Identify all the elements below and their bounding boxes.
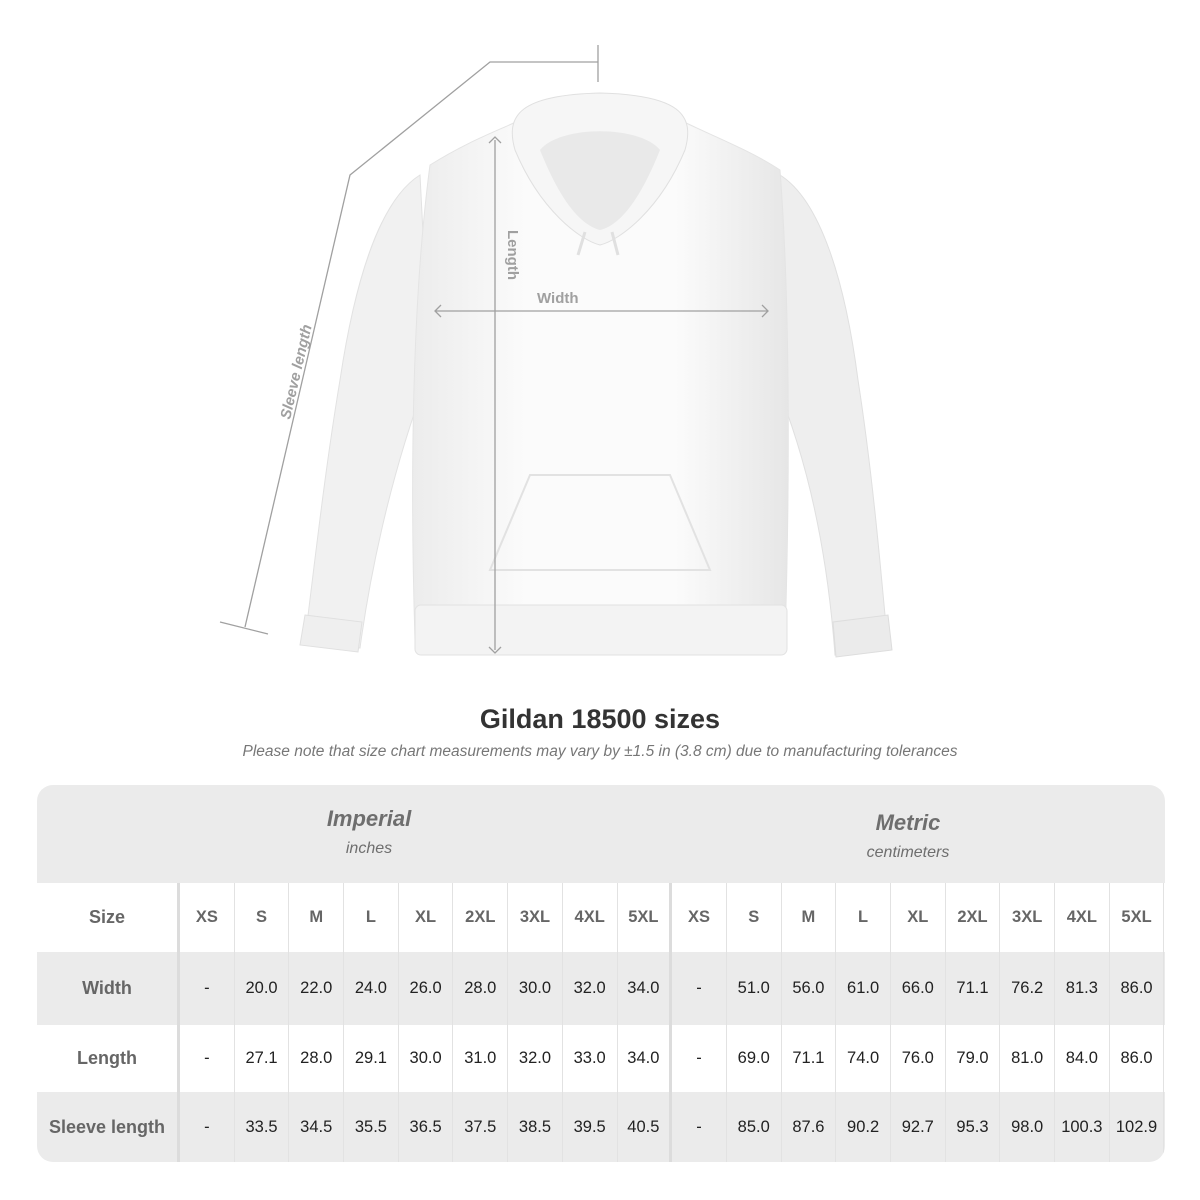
value-cell-imperial: 31.0	[453, 1025, 509, 1092]
value-cell-metric: 76.2	[1000, 952, 1055, 1025]
table-row: Width -20.0 22.0 24.0 26.0 28.0 30.0 32.0 34.0-5…	[37, 952, 1165, 1025]
value-cell-metric: 84.0	[1055, 1025, 1110, 1092]
value-cell-imperial: 28.0	[289, 1025, 345, 1092]
size-table: Imperial inches Metric centimeters Size X…	[37, 785, 1165, 1162]
value-cell-metric: 95.3	[946, 1092, 1001, 1162]
metric-unit: centimeters	[866, 844, 950, 861]
value-cell-imperial: 32.0	[563, 952, 618, 1025]
table-row: Length -27.1 28.0 29.1 30.0 31.0 32.0 33.0 34.0-…	[37, 1025, 1165, 1092]
size-header-metric: 4XL	[1055, 883, 1110, 952]
size-header-row: Size XS S M L XL 2XL 3XL 4XL 5XL XS S M L XL 2XL 3XL 4XL 5…	[37, 883, 1165, 952]
value-cell-metric: 61.0	[836, 952, 891, 1025]
row-label: Length	[37, 1025, 180, 1092]
value-cell-imperial: 35.5	[344, 1092, 399, 1162]
size-header-metric: S	[727, 883, 782, 952]
value-cell-imperial: 40.5	[618, 1092, 673, 1162]
size-header-metric: 2XL	[946, 883, 1001, 952]
value-cell-metric: 66.0	[891, 952, 946, 1025]
size-header-imperial: 4XL	[563, 883, 618, 952]
row-label: Width	[37, 952, 180, 1025]
value-cell-metric: 86.0	[1110, 1025, 1165, 1092]
value-cell-imperial: 37.5	[453, 1092, 509, 1162]
metric-name: Metric	[875, 810, 941, 835]
value-cell-imperial: 36.5	[399, 1092, 454, 1162]
value-cell-metric: 81.0	[1000, 1025, 1055, 1092]
sleeve-length-label: Sleeve length	[277, 323, 315, 421]
size-header-imperial: 5XL	[618, 883, 673, 952]
size-header-imperial: 2XL	[453, 883, 509, 952]
length-label: Length	[504, 230, 521, 280]
value-cell-imperial: 38.5	[508, 1092, 563, 1162]
value-cell-metric: 92.7	[891, 1092, 946, 1162]
value-cell-imperial: -	[180, 952, 235, 1025]
value-cell-imperial: 34.0	[618, 952, 673, 1025]
value-cell-metric: -	[672, 1092, 727, 1162]
value-cell-imperial: 34.5	[289, 1092, 345, 1162]
value-cell-metric: 81.3	[1055, 952, 1110, 1025]
table-header-band	[37, 785, 1165, 883]
value-cell-imperial: 32.0	[508, 1025, 563, 1092]
value-cell-metric: 86.0	[1110, 952, 1165, 1025]
value-cell-imperial: 30.0	[508, 952, 563, 1025]
value-cell-imperial: 39.5	[563, 1092, 618, 1162]
imperial-heading: Imperial inches	[269, 806, 469, 858]
value-cell-metric: 102.9	[1110, 1092, 1165, 1162]
value-cell-metric: 100.3	[1055, 1092, 1110, 1162]
hoodie-image	[299, 92, 893, 658]
size-header-metric: 3XL	[1000, 883, 1055, 952]
value-cell-metric: 56.0	[782, 952, 837, 1025]
value-cell-metric: 79.0	[946, 1025, 1001, 1092]
value-cell-imperial: 28.0	[453, 952, 509, 1025]
row-label: Sleeve length	[37, 1092, 180, 1162]
value-cell-metric: 87.6	[782, 1092, 837, 1162]
tolerance-note: Please note that size chart measurements…	[242, 743, 958, 760]
value-cell-imperial: 24.0	[344, 952, 399, 1025]
size-header-metric: XL	[891, 883, 946, 952]
size-header-imperial: L	[344, 883, 399, 952]
value-cell-metric: 76.0	[891, 1025, 946, 1092]
size-header-metric: L	[836, 883, 891, 952]
value-cell-metric: -	[672, 952, 727, 1025]
value-cell-metric: 90.2	[836, 1092, 891, 1162]
value-cell-imperial: 33.0	[563, 1025, 618, 1092]
size-header-imperial: M	[289, 883, 345, 952]
value-cell-imperial: -	[180, 1092, 235, 1162]
value-cell-metric: -	[672, 1025, 727, 1092]
value-cell-imperial: 22.0	[289, 952, 345, 1025]
value-cell-imperial: 30.0	[399, 1025, 454, 1092]
hoodie-diagram: Sleeve length Length Width	[219, 45, 893, 658]
size-header-metric: XS	[672, 883, 727, 952]
size-header-imperial: 3XL	[508, 883, 563, 952]
value-cell-metric: 74.0	[836, 1025, 891, 1092]
value-cell-imperial: 34.0	[618, 1025, 673, 1092]
value-cell-imperial: 33.5	[235, 1092, 290, 1162]
width-label: Width	[537, 290, 579, 307]
value-cell-imperial: 26.0	[399, 952, 454, 1025]
chart-title: Gildan 18500 sizes	[479, 704, 721, 734]
value-cell-metric: 51.0	[727, 952, 782, 1025]
metric-heading: Metric centimeters	[808, 810, 1008, 862]
size-header-metric: 5XL	[1110, 883, 1165, 952]
value-cell-metric: 71.1	[782, 1025, 837, 1092]
imperial-unit: inches	[345, 840, 393, 857]
value-cell-metric: 71.1	[946, 952, 1001, 1025]
size-header-metric: M	[782, 883, 837, 952]
size-header-imperial: S	[235, 883, 290, 952]
row-label: Size	[37, 883, 180, 952]
value-cell-metric: 69.0	[727, 1025, 782, 1092]
measurement-lines	[219, 45, 769, 654]
value-cell-imperial: 27.1	[235, 1025, 290, 1092]
size-header-imperial: XL	[399, 883, 454, 952]
imperial-name: Imperial	[326, 806, 412, 831]
table-row: Sleeve length -33.5 34.5 35.5 36.5 37.5 38.5 39…	[37, 1092, 1165, 1162]
value-cell-metric: 98.0	[1000, 1092, 1055, 1162]
value-cell-imperial: 20.0	[235, 952, 290, 1025]
size-header-imperial: XS	[180, 883, 235, 952]
value-cell-metric: 85.0	[727, 1092, 782, 1162]
value-cell-imperial: 29.1	[344, 1025, 399, 1092]
value-cell-imperial: -	[180, 1025, 235, 1092]
